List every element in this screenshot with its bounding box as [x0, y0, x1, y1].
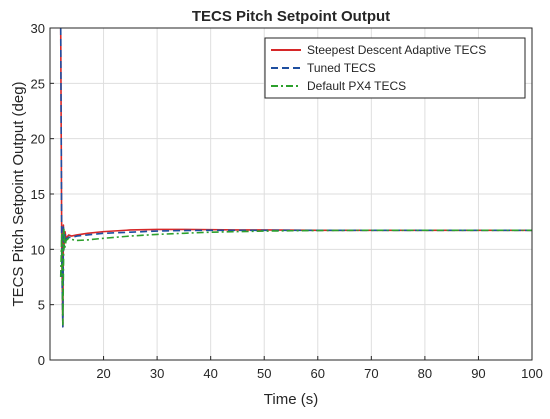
- x-tick-label: 30: [150, 366, 164, 381]
- legend: Steepest Descent Adaptive TECS Tuned TEC…: [264, 37, 526, 99]
- y-axis-ticks: 0 5 10 15 20 25 30: [31, 21, 54, 368]
- x-tick-label: 50: [257, 366, 271, 381]
- x-tick-label: 90: [471, 366, 485, 381]
- chart-title: TECS Pitch Setpoint Output: [192, 8, 390, 25]
- series-line-default-px4: [59, 227, 532, 326]
- x-axis-ticks: 20 30 40 50 60 70 80 90 100: [96, 356, 543, 381]
- x-tick-label: 80: [418, 366, 432, 381]
- x-tick-label: 40: [203, 366, 217, 381]
- series-line-tuned-tecs: [59, 28, 532, 328]
- y-tick-label: 20: [31, 132, 45, 147]
- x-tick-label: 60: [311, 366, 325, 381]
- x-tick-label: 100: [521, 366, 543, 381]
- y-axis-label: TECS Pitch Setpoint Output (deg): [10, 81, 27, 306]
- y-tick-label: 10: [31, 242, 45, 257]
- legend-box: [264, 37, 526, 99]
- x-tick-label: 70: [364, 366, 378, 381]
- legend-label-tuned-tecs: Tuned TECS: [307, 61, 376, 75]
- legend-label-steepest-descent: Steepest Descent Adaptive TECS: [307, 43, 486, 57]
- y-tick-label: 0: [38, 353, 45, 368]
- y-tick-label: 15: [31, 187, 45, 202]
- x-axis-label: Time (s): [264, 391, 318, 408]
- series-group: [59, 28, 532, 328]
- y-tick-label: 5: [38, 298, 45, 313]
- legend-label-default-px4: Default PX4 TECS: [307, 79, 406, 93]
- y-tick-label: 30: [31, 21, 45, 36]
- x-tick-label: 20: [96, 366, 110, 381]
- y-tick-label: 25: [31, 76, 45, 91]
